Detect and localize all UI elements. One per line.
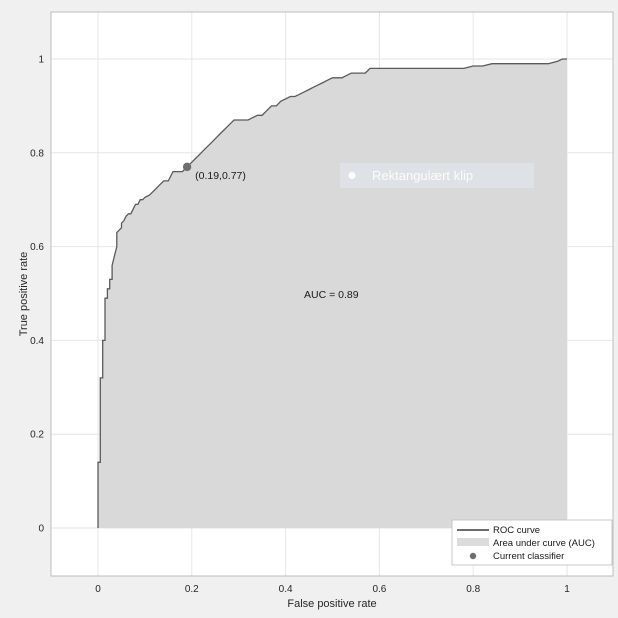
x-tick-label: 0.4 — [279, 584, 293, 595]
current-classifier-point — [182, 162, 192, 172]
y-tick-label: 0.2 — [30, 430, 44, 441]
y-tick-label: 1 — [38, 55, 44, 66]
y-tick-label: 0.6 — [30, 242, 44, 253]
y-tick-label: 0.4 — [30, 336, 44, 347]
legend-area-label: Area under curve (AUC) — [493, 538, 595, 549]
y-axis-label: True positive rate — [18, 252, 30, 337]
roc-curve — [97, 58, 567, 528]
legend: ROC curve Area under curve (AUC) Current… — [451, 519, 613, 566]
point-label: (0.19,0.77) — [195, 170, 246, 182]
x-tick-label: 0 — [95, 584, 101, 595]
x-tick-label: 0.8 — [466, 584, 480, 595]
legend-area-swatch — [457, 538, 489, 546]
tick-labels: 0 0.2 0.4 0.6 0.8 1 0 0.2 0.4 0.6 0.8 1 — [30, 55, 570, 596]
y-tick-label: 0.8 — [30, 148, 44, 159]
overlay-label: Rektangulært klip — [372, 168, 473, 183]
x-tick-label: 0.6 — [372, 584, 386, 595]
plot-frame — [50, 11, 614, 577]
legend-classifier-swatch — [469, 552, 477, 560]
legend-roc-label: ROC curve — [493, 525, 540, 536]
auc-label: AUC = 0.89 — [304, 289, 359, 301]
y-tick-label: 0 — [38, 524, 44, 535]
x-tick-label: 0.2 — [185, 584, 199, 595]
x-axis-label: False positive rate — [287, 598, 376, 610]
overlay-tooltip: Rektangulært klip — [340, 163, 534, 188]
roc-line — [97, 58, 567, 528]
x-tick-label: 1 — [564, 584, 570, 595]
legend-classifier-label: Current classifier — [493, 551, 564, 562]
overlay-dot-icon — [348, 172, 356, 179]
